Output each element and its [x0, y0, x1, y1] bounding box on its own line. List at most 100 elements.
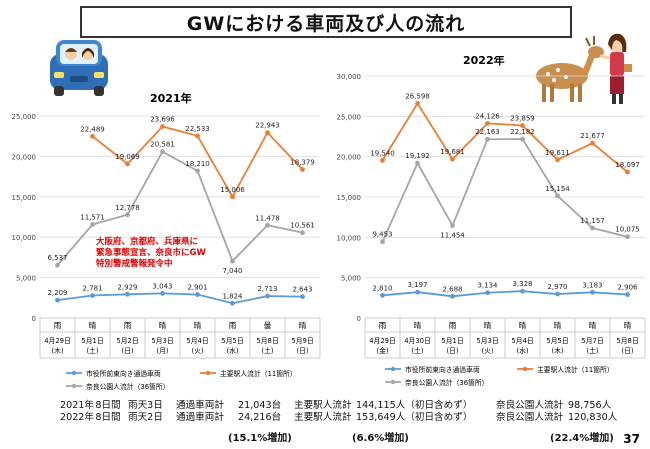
data-point	[555, 193, 560, 199]
chart-title: 2021年	[150, 91, 192, 105]
summary-row-2022: 2022年 8日間 雨天2日 通過車両計 24,216台 主要駅人流計 153,…	[60, 409, 618, 423]
data-label: 3,134	[477, 282, 498, 290]
x-tick-label: (木)	[51, 346, 63, 355]
x-tick-label: (火)	[191, 347, 203, 355]
chart-title: 2022年	[463, 56, 505, 67]
weather-label: 晴	[554, 320, 562, 330]
data-point	[590, 140, 595, 146]
data-point	[160, 149, 165, 155]
x-tick-label: 5月7日	[581, 337, 603, 345]
data-label: 19,611	[545, 149, 570, 157]
data-point	[485, 136, 490, 142]
data-label: 23,859	[510, 115, 535, 123]
legend-marker	[205, 370, 211, 376]
data-label: 10,561	[290, 222, 315, 230]
data-point	[265, 222, 270, 228]
summary-cell: 主要駅人流計	[294, 412, 352, 423]
legend-marker	[390, 366, 396, 372]
data-point	[125, 161, 130, 167]
data-point	[300, 167, 305, 172]
annotation-text: 大阪府、京都府、兵庫県に	[96, 236, 198, 247]
summary-cell: 8日間	[95, 400, 121, 411]
weather-label: 晴	[519, 320, 527, 330]
data-point	[625, 169, 630, 175]
data-point	[380, 292, 385, 298]
x-tick-label: (水)	[226, 346, 238, 355]
data-label: 22,182	[510, 128, 535, 136]
data-label: 2,643	[292, 286, 312, 294]
data-label: 19,069	[115, 153, 140, 161]
data-label: 7,040	[222, 267, 242, 275]
weather-label: 雨	[54, 321, 62, 330]
series-line	[381, 101, 629, 173]
increase-stations: (6.6%増加)	[352, 433, 409, 444]
data-label: 2,209	[47, 289, 67, 297]
summary-cell: 144,115人（初日含めず）	[356, 400, 473, 411]
weather-label: 晴	[89, 320, 97, 330]
data-label: 3,183	[582, 281, 602, 289]
x-tick-label: 5月4日	[511, 337, 533, 345]
car-illustration	[50, 40, 108, 96]
weather-label: 晴	[194, 320, 202, 330]
x-tick-label: 5月5日	[221, 337, 243, 345]
data-label: 19,681	[440, 148, 465, 156]
data-point	[450, 156, 455, 162]
data-point	[160, 291, 165, 296]
x-tick-label: (日)	[446, 347, 458, 355]
y-tick-label: 5,000	[341, 275, 361, 283]
data-point	[415, 289, 420, 295]
data-point	[555, 291, 560, 297]
data-point	[195, 168, 200, 174]
weather-label: 雨	[229, 321, 237, 330]
data-point	[415, 101, 420, 106]
data-point	[125, 291, 130, 297]
data-point	[55, 262, 60, 268]
weather-label: 晴	[414, 320, 422, 330]
summary-cell: 主要駅人流計	[294, 400, 352, 411]
data-label: 22,533	[185, 125, 210, 133]
data-point	[520, 288, 525, 294]
x-tick-label: (日)	[621, 347, 633, 355]
y-tick-label: 5,000	[16, 275, 36, 283]
y-tick-label: 0	[357, 315, 361, 323]
data-label: 15,154	[545, 185, 570, 193]
summary-cell: 153,649人（初日含めず）	[356, 412, 473, 423]
data-label: 26,598	[405, 92, 430, 100]
legend-label: 市役所前東向き通過車両	[405, 365, 480, 374]
y-tick-label: 15,000	[337, 194, 362, 202]
weather-label: 晴	[484, 320, 492, 330]
data-point	[450, 293, 455, 299]
data-point	[55, 297, 60, 303]
data-label: 3,328	[512, 280, 532, 288]
x-tick-label: 5月8日	[256, 337, 278, 345]
increase-park: (22.4%増加)	[550, 433, 614, 444]
x-tick-label: 4月29日	[44, 337, 71, 345]
y-tick-label: 25,000	[12, 113, 37, 121]
x-tick-label: (金)	[376, 346, 388, 355]
summary-cell: 2021年	[60, 400, 95, 411]
increase-vehicles: (15.1%増加)	[228, 433, 292, 444]
legend-label: 主要駅人流計（11箇所）	[220, 369, 297, 378]
summary-cell: 雨天2日	[128, 412, 163, 423]
legend-marker	[71, 370, 77, 376]
weather-label: 曇	[264, 321, 272, 330]
weather-label: 雨	[379, 321, 387, 330]
x-tick-label: (日)	[296, 347, 308, 355]
data-point	[195, 292, 200, 297]
data-label: 2,713	[257, 285, 277, 293]
data-point	[195, 133, 200, 139]
series-line	[381, 138, 628, 243]
annotation-text: 緊急事態宣言、奈良市にGW	[96, 247, 206, 258]
x-tick-label: 5月2日	[116, 337, 138, 345]
x-tick-label: 5月1日	[81, 337, 103, 345]
data-point	[485, 290, 490, 296]
y-tick-label: 10,000	[12, 234, 37, 242]
data-point	[590, 225, 595, 231]
data-label: 6,537	[47, 254, 67, 262]
page-number: 37	[623, 432, 640, 446]
data-label: 15,006	[220, 186, 245, 194]
data-point	[625, 234, 630, 240]
summary-cell: 120,830人	[568, 412, 618, 423]
x-tick-label: 5月5日	[546, 337, 568, 345]
data-label: 3,043	[152, 282, 172, 290]
